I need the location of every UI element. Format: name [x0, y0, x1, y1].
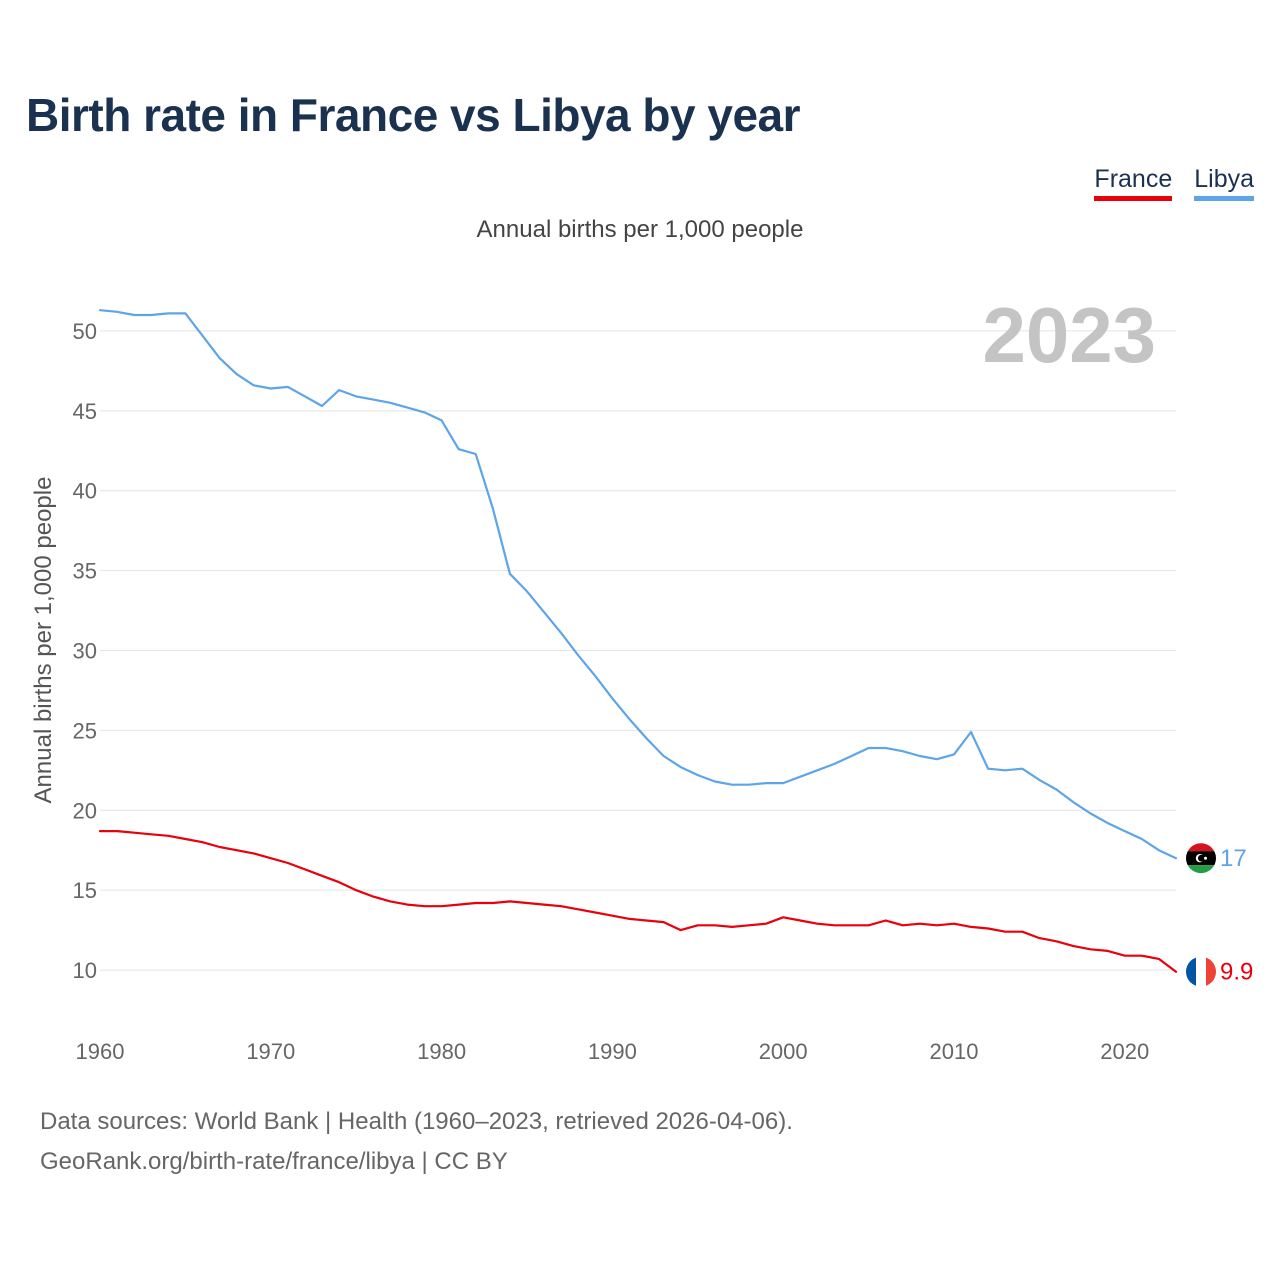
legend: France Libya	[1094, 164, 1254, 201]
gridlines	[100, 330, 1176, 971]
y-tick-label: 30	[73, 639, 97, 664]
france-flag-icon	[1186, 956, 1216, 987]
source-line: Data sources: World Bank | Health (1960–…	[40, 1108, 793, 1135]
y-tick-label: 10	[73, 958, 97, 983]
legend-item-france[interactable]: France	[1094, 164, 1173, 201]
y-tick-label: 45	[73, 399, 97, 424]
y-tick-label: 35	[73, 559, 97, 584]
y-axis-ticks: 10 15 20 25 30 35 40 45 50	[73, 319, 97, 983]
libya-flag-icon	[1186, 843, 1216, 874]
series-lines	[98, 309, 1178, 973]
x-tick-label: 2000	[759, 1039, 808, 1064]
chart-title: Birth rate in France vs Libya by year	[26, 89, 801, 141]
libya-end-value: 17	[1220, 845, 1247, 872]
y-tick-label: 15	[73, 878, 97, 903]
france-end-value: 9.9	[1220, 959, 1253, 986]
y-tick-label: 50	[73, 319, 97, 344]
x-tick-label: 2020	[1100, 1039, 1149, 1064]
x-axis-ticks: 1960 1970 1980 1990 2000 2010 2020	[76, 1039, 1150, 1064]
chart-subtitle: Annual births per 1,000 people	[476, 216, 804, 243]
year-indicator: 2023	[982, 291, 1156, 379]
legend-item-libya[interactable]: Libya	[1194, 164, 1254, 201]
source-url[interactable]: GeoRank.org/birth-rate/france/libya | CC…	[40, 1148, 508, 1175]
y-tick-label: 20	[73, 798, 97, 823]
y-tick-label: 40	[73, 479, 97, 504]
series-line-france[interactable]	[98, 829, 1178, 973]
x-tick-label: 2010	[929, 1039, 978, 1064]
x-tick-label: 1970	[246, 1039, 295, 1064]
y-axis-label: Annual births per 1,000 people	[30, 477, 57, 804]
x-tick-label: 1960	[76, 1039, 125, 1064]
x-tick-label: 1990	[588, 1039, 637, 1064]
y-tick-label: 25	[73, 718, 97, 743]
x-tick-label: 1980	[417, 1039, 466, 1064]
series-line-libya[interactable]	[98, 309, 1178, 860]
